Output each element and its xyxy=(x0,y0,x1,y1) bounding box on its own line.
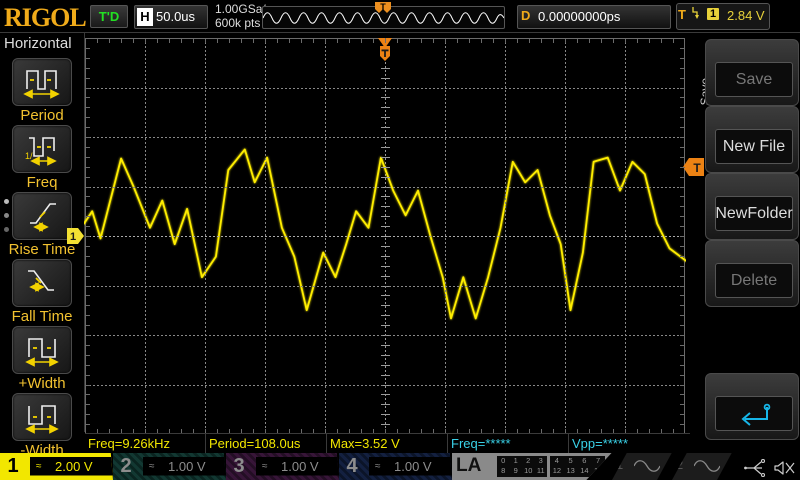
svg-text:T: T xyxy=(380,2,386,12)
svg-text:1: 1 xyxy=(70,231,76,243)
svg-text:1/: 1/ xyxy=(25,151,33,161)
